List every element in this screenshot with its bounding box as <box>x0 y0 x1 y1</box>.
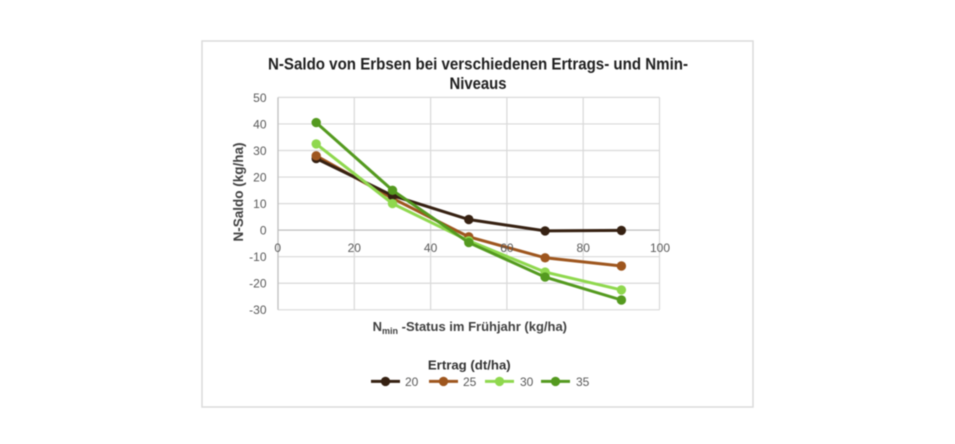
svg-text:N-Saldo von Erbsen bei verschi: N-Saldo von Erbsen bei verschiedenen Ert… <box>268 54 688 73</box>
svg-text:30: 30 <box>520 375 534 389</box>
svg-text:-10: -10 <box>249 250 267 264</box>
svg-text:40: 40 <box>253 117 267 131</box>
svg-text:10: 10 <box>253 197 267 211</box>
svg-text:Nmin -Status im Frühjahr (kg/h: Nmin -Status im Frühjahr (kg/ha) <box>373 319 567 336</box>
svg-text:Ertrag (dt/ha): Ertrag (dt/ha) <box>428 357 511 372</box>
svg-text:100: 100 <box>650 241 670 255</box>
svg-text:-20: -20 <box>249 277 267 291</box>
svg-text:20: 20 <box>253 170 267 184</box>
svg-text:35: 35 <box>576 375 590 389</box>
svg-text:30: 30 <box>253 144 267 158</box>
svg-text:60: 60 <box>500 241 514 255</box>
svg-text:Niveaus: Niveaus <box>450 74 507 93</box>
svg-text:80: 80 <box>577 241 591 255</box>
svg-text:0: 0 <box>274 241 281 255</box>
svg-text:-30: -30 <box>249 303 267 317</box>
svg-text:25: 25 <box>463 375 477 389</box>
svg-text:20: 20 <box>405 375 419 389</box>
svg-text:20: 20 <box>348 241 362 255</box>
svg-text:40: 40 <box>424 241 438 255</box>
svg-text:0: 0 <box>260 224 267 238</box>
svg-text:50: 50 <box>253 91 267 105</box>
svg-text:N-Saldo (kg/ha): N-Saldo (kg/ha) <box>231 142 246 241</box>
